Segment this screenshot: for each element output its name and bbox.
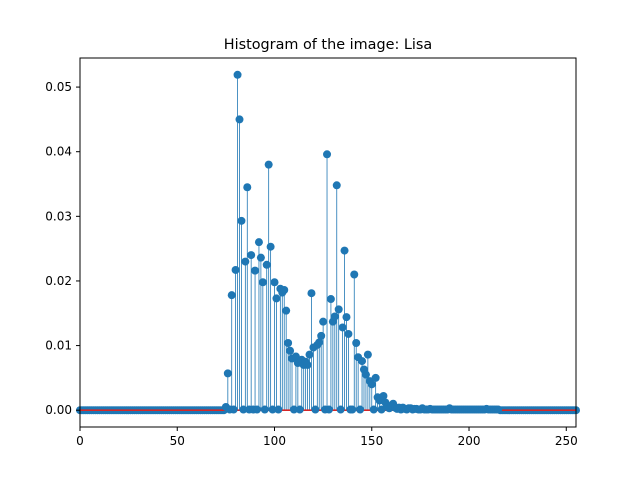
data-point	[270, 278, 279, 287]
data-point	[251, 266, 260, 275]
tick-layer: 0 50 100 150 200 250 0.00 0.01 0.02 0.03 0.04 0.05	[45, 80, 577, 448]
data-point	[338, 323, 347, 332]
data-point	[315, 338, 324, 347]
x-tick-label: 250	[555, 434, 578, 448]
stem-markers	[221, 70, 503, 414]
data-point	[262, 260, 271, 269]
data-point	[253, 405, 262, 414]
data-point	[494, 405, 503, 414]
data-point	[247, 251, 256, 260]
axes	[79, 57, 577, 428]
chart-title: Histogram of the image: Lisa	[224, 37, 432, 53]
data-point	[371, 373, 380, 382]
data-point	[268, 405, 277, 414]
plot-frame	[79, 57, 577, 428]
y-tick-label: 0.01	[45, 339, 72, 353]
data-point	[229, 405, 238, 414]
data-point	[334, 305, 343, 314]
data-point	[344, 329, 353, 338]
data-point	[266, 242, 275, 251]
data-point	[330, 312, 339, 321]
data-point	[336, 405, 345, 414]
data-point	[340, 246, 349, 255]
data-point	[352, 338, 361, 347]
data-point	[358, 357, 367, 366]
y-tick-label: 0.02	[45, 274, 72, 288]
data-point	[235, 115, 244, 124]
data-point	[282, 306, 291, 315]
y-tick-label: 0.04	[45, 145, 72, 159]
data-point	[243, 183, 252, 192]
data-point	[319, 317, 328, 326]
data-point	[260, 405, 269, 414]
data-point	[326, 295, 335, 304]
data-point	[303, 360, 312, 369]
data-point	[258, 278, 267, 287]
data-point	[272, 294, 281, 303]
data-point	[286, 346, 295, 355]
data-point	[295, 405, 304, 414]
data-point	[241, 257, 250, 266]
x-tick-label: 0	[76, 434, 84, 448]
data-point	[233, 70, 242, 79]
data-point	[379, 391, 388, 400]
x-tick-label: 100	[263, 434, 286, 448]
data-point	[350, 270, 359, 279]
data-point	[348, 405, 357, 414]
data-point	[237, 216, 246, 225]
data-point	[361, 370, 370, 379]
data-point	[363, 350, 372, 359]
y-tick-label: 0.00	[45, 403, 72, 417]
y-tick-label: 0.05	[45, 80, 72, 94]
data-point	[274, 405, 283, 414]
data-point	[324, 405, 333, 414]
data-point	[342, 313, 351, 322]
data-point	[323, 150, 332, 159]
data-point	[356, 405, 365, 414]
data-point	[227, 291, 236, 300]
data-point	[291, 352, 300, 361]
y-tick-label: 0.03	[45, 209, 72, 223]
data-point	[305, 350, 314, 359]
data-point	[369, 405, 378, 414]
data-point	[367, 380, 376, 389]
data-point	[280, 285, 289, 294]
data-point	[223, 369, 232, 378]
data-point	[264, 160, 273, 169]
x-tick-label: 150	[360, 434, 383, 448]
data-point	[332, 181, 341, 190]
data-point	[289, 405, 298, 414]
x-tick-label: 50	[170, 434, 185, 448]
data-point	[239, 405, 248, 414]
data-point	[256, 253, 265, 262]
data-point	[284, 338, 293, 347]
data-point	[311, 405, 320, 414]
data-point	[317, 331, 326, 340]
data-point	[231, 265, 240, 274]
x-tick-label: 200	[458, 434, 481, 448]
data-point	[254, 238, 263, 247]
data-point	[307, 289, 316, 298]
